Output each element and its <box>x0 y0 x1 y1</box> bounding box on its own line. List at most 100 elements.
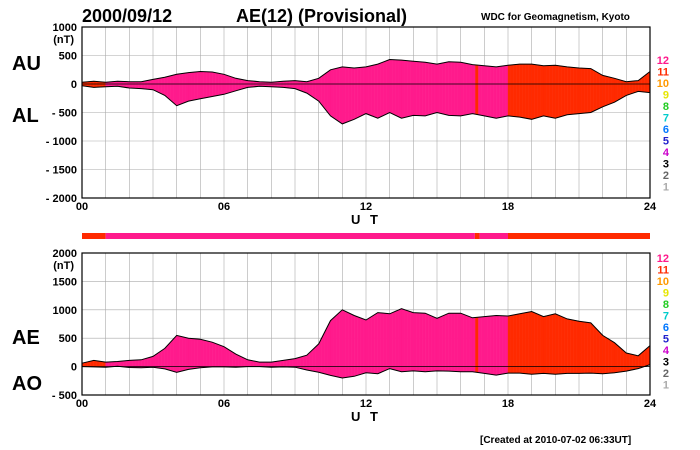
area-slice <box>283 359 287 368</box>
area-slice <box>487 65 491 118</box>
area-slice <box>197 71 201 100</box>
area-slice <box>590 322 594 374</box>
area-slice <box>454 61 458 116</box>
area-slice <box>528 63 532 120</box>
ae-ao-panel: 2000 1500 1000 500 0 - 500 (nT) 00 06 12 18 24 U T AE… <box>12 248 657 424</box>
area-slice <box>561 316 565 375</box>
area-slice <box>498 65 503 118</box>
area-slice <box>209 341 213 368</box>
area-slice <box>220 345 225 368</box>
area-slice <box>475 64 479 115</box>
legend-level-4: 4 <box>663 345 670 357</box>
area-slice <box>342 66 346 125</box>
area-slice <box>235 78 239 92</box>
unit-label: (nT) <box>53 260 74 272</box>
area-slice <box>602 335 606 374</box>
area-slice <box>626 352 630 372</box>
area-slice <box>197 338 201 369</box>
area-slice <box>206 71 210 98</box>
area-slice <box>558 65 562 118</box>
area-slice <box>478 65 482 116</box>
area-slice <box>176 73 180 106</box>
area-slice <box>617 78 621 101</box>
area-slice <box>327 69 331 117</box>
y-tick-label: - 2000 <box>46 193 77 205</box>
y-tick-label: - 1500 <box>46 165 77 177</box>
area-slice <box>457 313 461 372</box>
index-title: AE(12) (Provisional) <box>236 6 407 26</box>
area-slice <box>472 64 476 115</box>
area-slice <box>380 61 384 118</box>
area-slice <box>386 59 390 115</box>
area-slice <box>501 65 506 118</box>
area-slice <box>522 312 526 374</box>
area-slice <box>481 65 485 117</box>
area-slice <box>608 338 612 374</box>
area-slice <box>516 313 520 374</box>
area-slice <box>336 312 340 378</box>
area-slice <box>93 360 97 368</box>
area-slice <box>404 60 408 118</box>
area-slice <box>386 313 390 371</box>
area-slice <box>277 360 281 368</box>
y-tick-label: 1500 <box>53 276 77 288</box>
area-slice <box>519 63 523 118</box>
area-slice <box>425 62 429 117</box>
area-slice <box>629 80 633 95</box>
area-slice <box>330 317 334 377</box>
area-slice <box>448 61 452 116</box>
area-slice <box>430 63 435 115</box>
area-slice <box>427 314 432 372</box>
legend-level-7: 7 <box>663 311 669 323</box>
series-line-ao <box>81 364 651 379</box>
x-tick-label: 18 <box>502 201 514 213</box>
area-slice <box>114 361 118 367</box>
area-slice <box>200 71 204 100</box>
area-slice <box>626 81 630 96</box>
area-slice <box>398 59 402 119</box>
area-slice <box>410 60 414 117</box>
area-slice <box>238 78 242 91</box>
area-slice <box>635 80 639 93</box>
x-axis-label: U T <box>351 212 381 227</box>
area-slice <box>543 315 547 374</box>
area-slice <box>496 66 500 119</box>
area-slice <box>516 63 520 118</box>
area-slice <box>223 346 228 368</box>
area-slice <box>209 71 213 98</box>
area-slice <box>608 76 612 105</box>
area-slice <box>191 71 195 101</box>
area-slice <box>362 318 367 374</box>
area-slice <box>501 315 506 375</box>
area-slice <box>191 338 195 370</box>
area-slice <box>161 348 165 370</box>
area-slice <box>380 312 384 373</box>
area-slice <box>602 75 606 108</box>
area-slice <box>141 80 145 90</box>
area-slice <box>552 65 556 119</box>
legend-level-10: 10 <box>657 78 669 90</box>
area-slice <box>460 62 464 117</box>
x-tick-label: 24 <box>644 398 657 410</box>
area-slice <box>164 76 168 99</box>
area-slice <box>359 67 364 117</box>
area-slice <box>377 62 381 119</box>
area-slice <box>333 314 337 377</box>
area-slice <box>425 312 429 372</box>
area-slice <box>531 63 535 120</box>
area-slice <box>143 80 148 90</box>
series-label-al: AL <box>12 105 39 127</box>
legend-level-11: 11 <box>657 265 669 277</box>
legend-level-9: 9 <box>663 288 669 300</box>
area-slice <box>469 316 473 372</box>
area-slice <box>303 355 307 371</box>
area-slice <box>436 316 441 372</box>
area-slice <box>143 357 148 368</box>
series-label-ao: AO <box>12 373 42 395</box>
area-slice <box>401 59 405 119</box>
area-slice <box>528 311 532 375</box>
area-slice <box>564 66 568 116</box>
area-slice <box>324 71 328 113</box>
